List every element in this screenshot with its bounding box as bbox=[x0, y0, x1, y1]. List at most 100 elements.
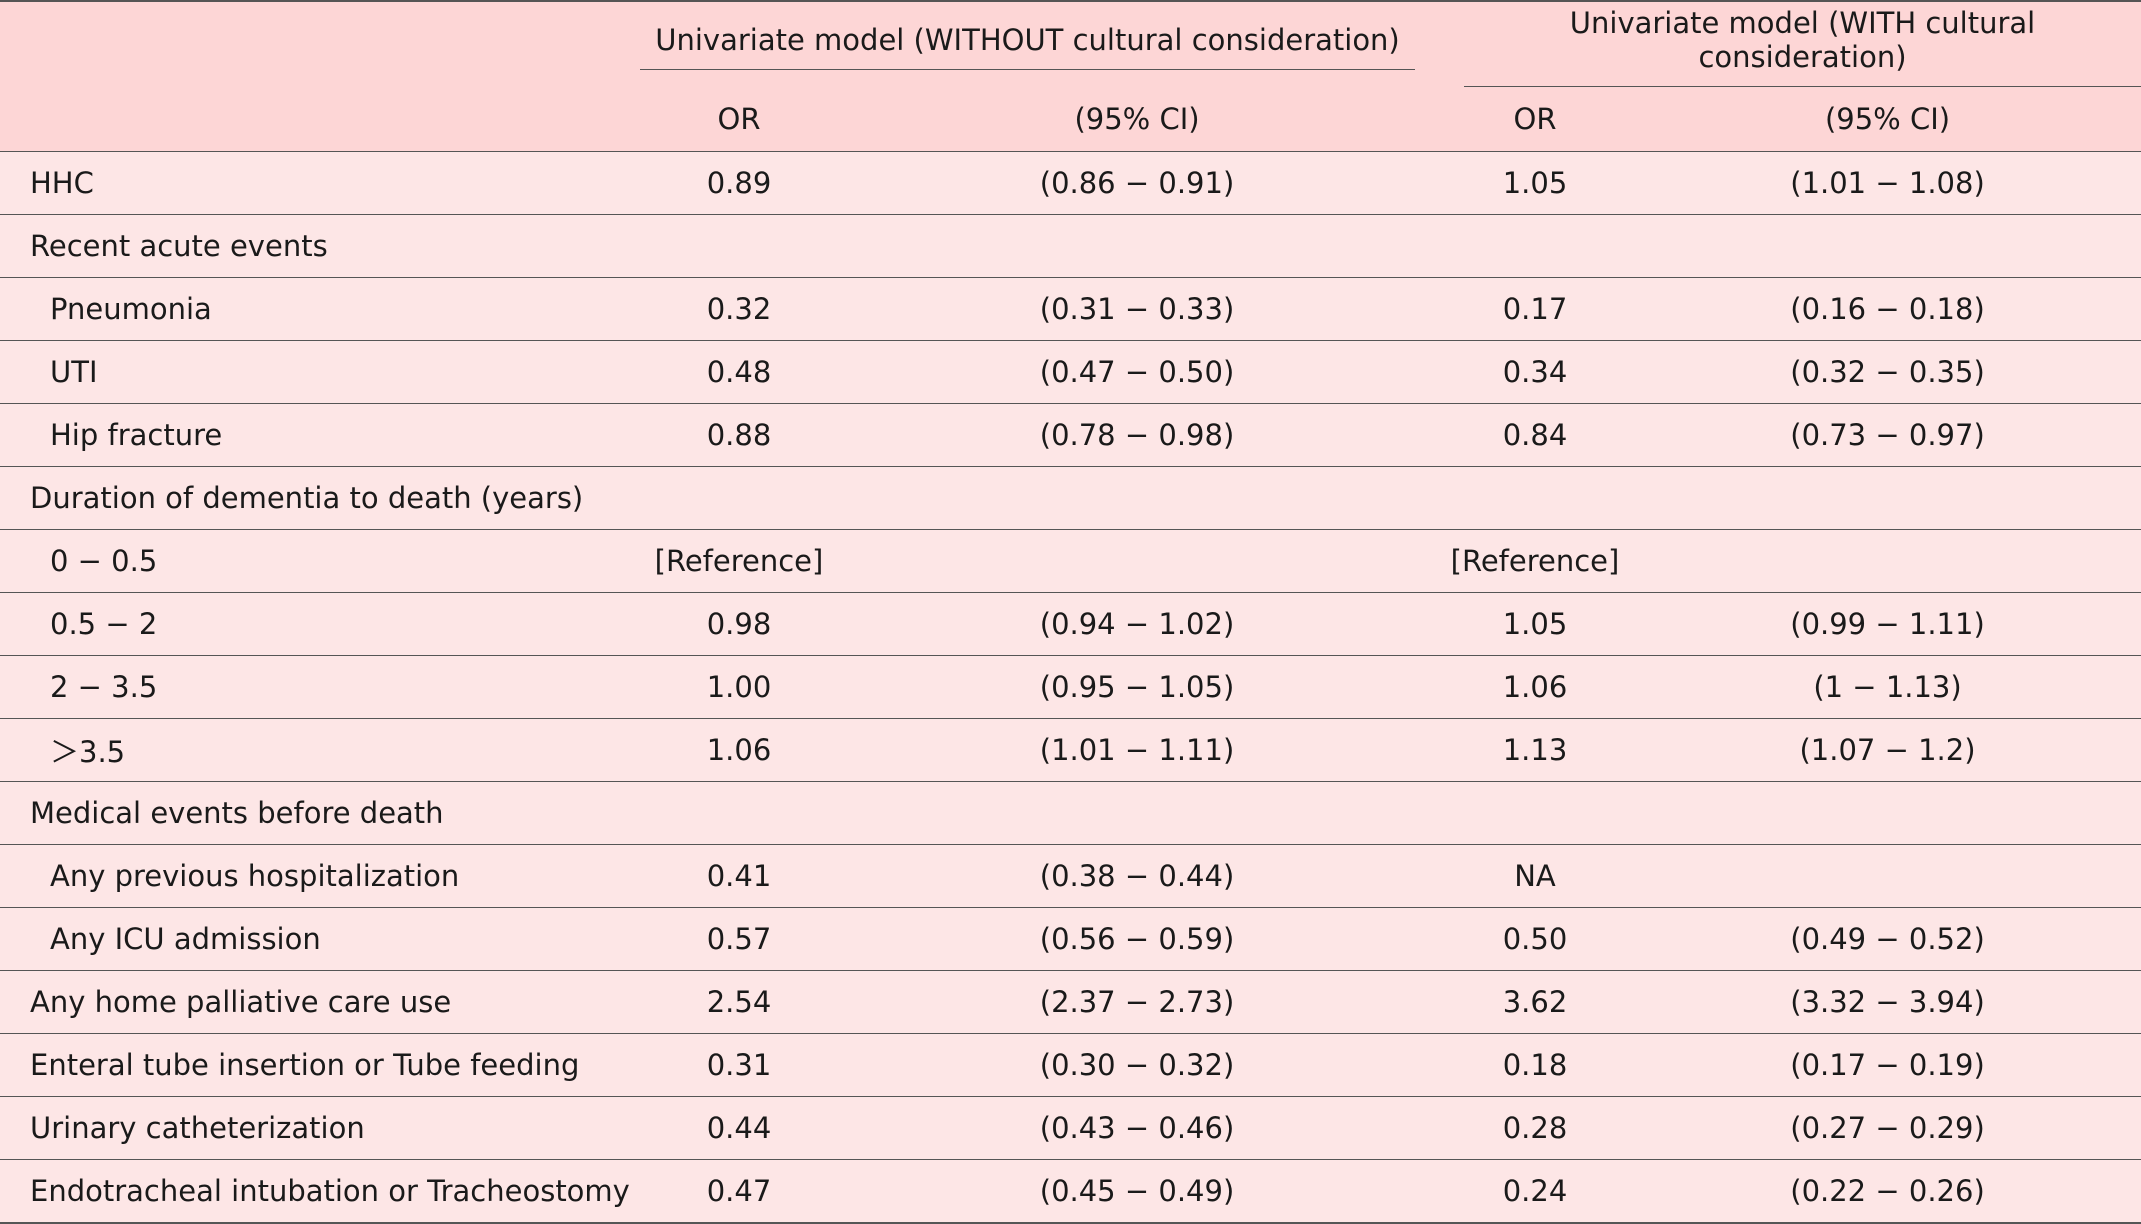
or-without-cell: 0.32 bbox=[640, 277, 838, 341]
row-label: ＞3.5 bbox=[0, 718, 640, 782]
ci-with-cell: (3.32 − 3.94) bbox=[1634, 970, 2141, 1034]
ci-without-cell: (0.45 − 0.49) bbox=[838, 1159, 1437, 1224]
ci-with-cell: (0.49 − 0.52) bbox=[1634, 907, 2141, 971]
row-label: Hip fracture bbox=[0, 403, 640, 467]
table-row: 0 − 0.5 [Reference] [Reference] bbox=[0, 529, 2141, 593]
group-with-label: Univariate model (WITH cultural consider… bbox=[1464, 2, 2141, 87]
table-header: Univariate model (WITHOUT cultural consi… bbox=[0, 0, 2141, 152]
or-with-cell: 0.24 bbox=[1436, 1159, 1635, 1224]
table-row: Urinary catheterization 0.44 (0.43 − 0.4… bbox=[0, 1096, 2141, 1160]
or-without-cell: 0.31 bbox=[640, 1033, 838, 1097]
or-without-cell: [Reference] bbox=[640, 529, 838, 593]
ci-without-cell: (0.56 − 0.59) bbox=[838, 907, 1437, 971]
ci-with-cell bbox=[1634, 529, 2141, 593]
header-or-with: OR bbox=[1436, 87, 1635, 152]
or-with-cell: 0.28 bbox=[1436, 1096, 1635, 1160]
row-label: Endotracheal intubation or Tracheostomy bbox=[0, 1159, 640, 1224]
table-row: Any home palliative care use 2.54 (2.37 … bbox=[0, 970, 2141, 1034]
or-without-cell: 0.48 bbox=[640, 340, 838, 404]
row-label: HHC bbox=[0, 151, 640, 215]
ci-with-cell: (1 − 1.13) bbox=[1634, 655, 2141, 719]
or-with-cell: 0.17 bbox=[1436, 277, 1635, 341]
or-without-cell: 0.88 bbox=[640, 403, 838, 467]
ci-with-cell: (1.07 − 1.2) bbox=[1634, 718, 2141, 782]
header-ci-without: (95% CI) bbox=[838, 87, 1437, 152]
row-label: Any ICU admission bbox=[0, 907, 640, 971]
table-row: HHC 0.89 (0.86 − 0.91) 1.05 (1.01 − 1.08… bbox=[0, 151, 2141, 215]
table-row: 0.5 − 2 0.98 (0.94 − 1.02) 1.05 (0.99 − … bbox=[0, 592, 2141, 656]
ci-with-cell bbox=[1634, 781, 2141, 845]
ci-without-cell: (2.37 − 2.73) bbox=[838, 970, 1437, 1034]
ci-with-cell: (1.01 − 1.08) bbox=[1634, 151, 2141, 215]
header-group-without: Univariate model (WITHOUT cultural consi… bbox=[640, 0, 1437, 87]
or-without-cell: 1.06 bbox=[640, 718, 838, 782]
table-row: Hip fracture 0.88 (0.78 − 0.98) 0.84 (0.… bbox=[0, 403, 2141, 467]
ci-without-cell: (0.78 − 0.98) bbox=[838, 403, 1437, 467]
or-without-cell: 2.54 bbox=[640, 970, 838, 1034]
or-with-cell: 0.50 bbox=[1436, 907, 1635, 971]
or-with-cell: [Reference] bbox=[1436, 529, 1635, 593]
table-row-section: Recent acute events bbox=[0, 214, 2141, 278]
row-label: Pneumonia bbox=[0, 277, 640, 341]
group-without-label: Univariate model (WITHOUT cultural consi… bbox=[640, 19, 1416, 70]
ci-without-cell bbox=[838, 466, 1437, 530]
or-without-cell bbox=[640, 781, 838, 845]
or-with-cell: 0.84 bbox=[1436, 403, 1635, 467]
table-row: Any previous hospitalization 0.41 (0.38 … bbox=[0, 844, 2141, 908]
or-without-cell: 0.44 bbox=[640, 1096, 838, 1160]
row-label: 0.5 − 2 bbox=[0, 592, 640, 656]
or-without-cell: 0.89 bbox=[640, 151, 838, 215]
row-label: Any home palliative care use bbox=[0, 970, 640, 1034]
table-row-section: Duration of dementia to death (years) bbox=[0, 466, 2141, 530]
or-without-cell: 0.41 bbox=[640, 844, 838, 908]
or-with-cell: NA bbox=[1436, 844, 1635, 908]
table-row: UTI 0.48 (0.47 − 0.50) 0.34 (0.32 − 0.35… bbox=[0, 340, 2141, 404]
or-with-cell bbox=[1436, 466, 1635, 530]
ci-with-cell: (0.16 − 0.18) bbox=[1634, 277, 2141, 341]
ci-without-cell bbox=[838, 781, 1437, 845]
section-label: Duration of dementia to death (years) bbox=[0, 466, 640, 530]
or-with-cell: 3.62 bbox=[1436, 970, 1635, 1034]
row-label: 2 − 3.5 bbox=[0, 655, 640, 719]
ci-with-cell: (0.27 − 0.29) bbox=[1634, 1096, 2141, 1160]
row-label: Enteral tube insertion or Tube feeding bbox=[0, 1033, 640, 1097]
ci-with-cell: (0.32 − 0.35) bbox=[1634, 340, 2141, 404]
section-label: Medical events before death bbox=[0, 781, 640, 845]
table-row: Any ICU admission 0.57 (0.56 − 0.59) 0.5… bbox=[0, 907, 2141, 971]
ci-with-cell bbox=[1634, 466, 2141, 530]
table-row: Enteral tube insertion or Tube feeding 0… bbox=[0, 1033, 2141, 1097]
table-row: Endotracheal intubation or Tracheostomy … bbox=[0, 1159, 2141, 1224]
header-corner-cell bbox=[0, 0, 640, 87]
or-without-cell bbox=[640, 214, 838, 278]
ci-without-cell: (0.86 − 0.91) bbox=[838, 151, 1437, 215]
or-with-cell: 1.06 bbox=[1436, 655, 1635, 719]
ci-with-cell: (0.73 − 0.97) bbox=[1634, 403, 2141, 467]
table-body: HHC 0.89 (0.86 − 0.91) 1.05 (1.01 − 1.08… bbox=[0, 151, 2141, 1224]
ci-with-cell bbox=[1634, 214, 2141, 278]
table-row: ＞3.5 1.06 (1.01 − 1.11) 1.13 (1.07 − 1.2… bbox=[0, 718, 2141, 782]
ci-without-cell: (0.47 − 0.50) bbox=[838, 340, 1437, 404]
ci-with-cell: (0.99 − 1.11) bbox=[1634, 592, 2141, 656]
or-without-cell: 0.98 bbox=[640, 592, 838, 656]
ci-with-cell bbox=[1634, 844, 2141, 908]
or-without-cell: 0.47 bbox=[640, 1159, 838, 1224]
ci-with-cell: (0.17 − 0.19) bbox=[1634, 1033, 2141, 1097]
table-row: 2 − 3.5 1.00 (0.95 − 1.05) 1.06 (1 − 1.1… bbox=[0, 655, 2141, 719]
or-with-cell: 1.05 bbox=[1436, 151, 1635, 215]
ci-without-cell: (0.43 − 0.46) bbox=[838, 1096, 1437, 1160]
or-without-cell: 1.00 bbox=[640, 655, 838, 719]
or-without-cell bbox=[640, 466, 838, 530]
table-row-section: Medical events before death bbox=[0, 781, 2141, 845]
ci-without-cell: (0.95 − 1.05) bbox=[838, 655, 1437, 719]
or-with-cell: 1.05 bbox=[1436, 592, 1635, 656]
table-row: Pneumonia 0.32 (0.31 − 0.33) 0.17 (0.16 … bbox=[0, 277, 2141, 341]
or-without-cell: 0.57 bbox=[640, 907, 838, 971]
ci-without-cell: (0.30 − 0.32) bbox=[838, 1033, 1437, 1097]
or-with-cell: 0.18 bbox=[1436, 1033, 1635, 1097]
header-label-cell bbox=[0, 87, 640, 152]
ci-with-cell: (0.22 − 0.26) bbox=[1634, 1159, 2141, 1224]
row-label: Any previous hospitalization bbox=[0, 844, 640, 908]
row-label: Urinary catheterization bbox=[0, 1096, 640, 1160]
